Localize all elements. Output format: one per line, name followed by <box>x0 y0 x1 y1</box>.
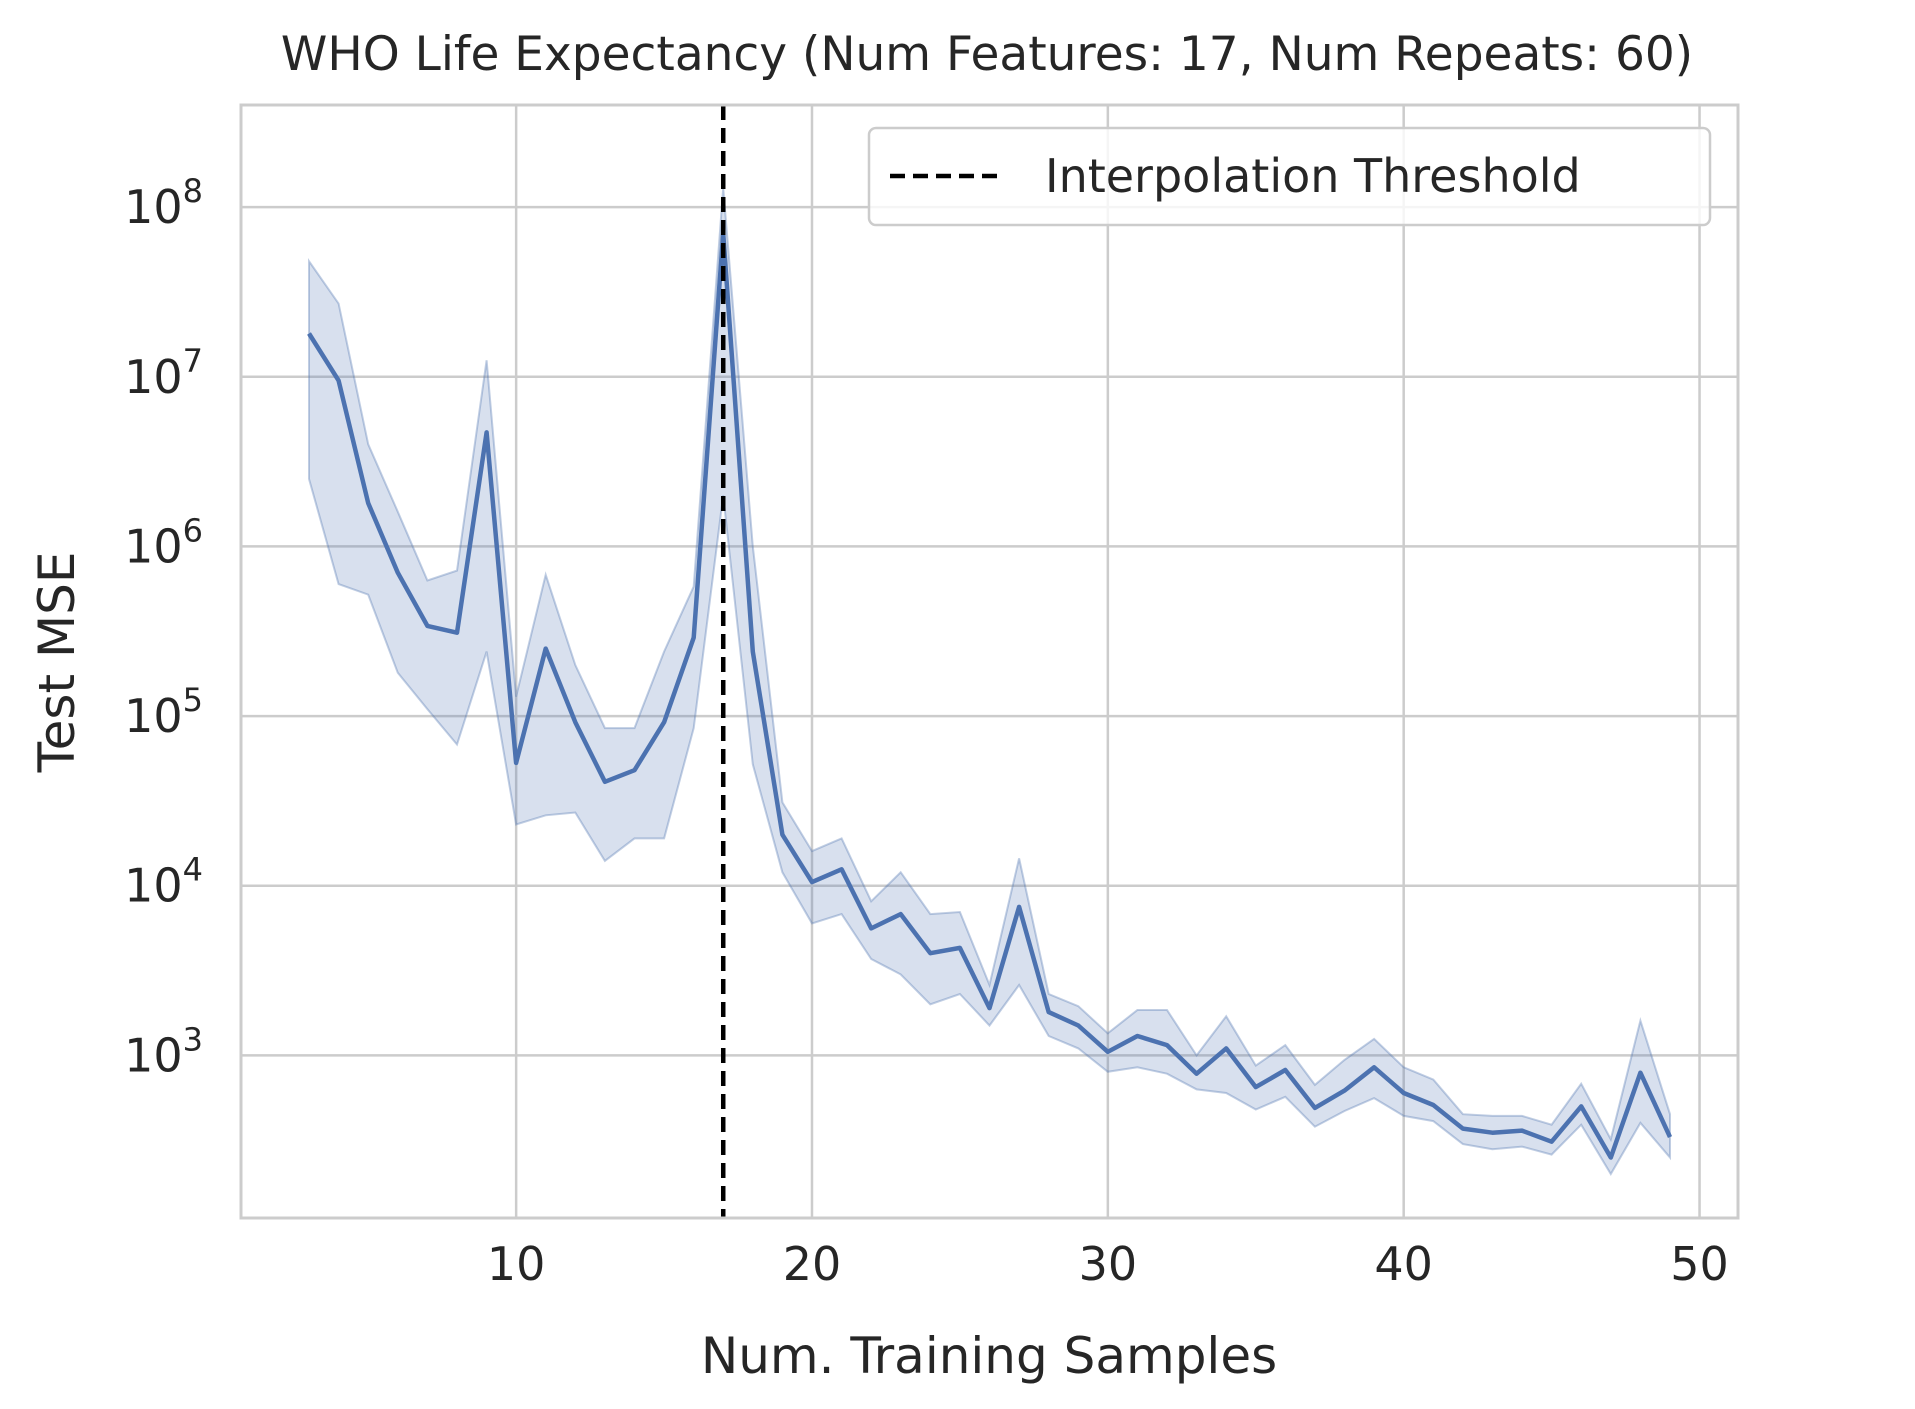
x-tick-label: 40 <box>1374 1237 1433 1291</box>
confidence-band <box>308 187 1671 1176</box>
y-tick-label: 107 <box>124 342 203 404</box>
x-tick-label: 50 <box>1670 1237 1729 1291</box>
y-tick-label: 106 <box>124 511 203 573</box>
y-tick-labels: 103 104 105 106 107 108 <box>124 172 203 1082</box>
x-tick-label: 30 <box>1079 1237 1138 1291</box>
y-tick-label: 108 <box>124 172 203 234</box>
x-tick-labels: 10 20 30 40 50 <box>487 1237 1729 1291</box>
chart-title: WHO Life Expectancy (Num Features: 17, N… <box>281 27 1693 82</box>
legend: Interpolation Threshold <box>867 126 1712 227</box>
plot-background <box>241 105 1738 1218</box>
plot-area: 10 20 30 40 50 103 104 105 106 107 108 <box>124 103 1740 1291</box>
y-axis-label: Test MSE <box>28 552 86 774</box>
x-axis-label: Num. Training Samples <box>701 1327 1277 1385</box>
plot-frame <box>239 103 1740 1220</box>
y-tick-label: 103 <box>124 1020 203 1082</box>
y-tick-label: 105 <box>124 681 203 743</box>
x-tick-label: 20 <box>783 1237 842 1291</box>
mean-line <box>307 231 1673 1160</box>
legend-box <box>867 126 1712 227</box>
y-tick-label: 104 <box>124 851 203 913</box>
x-gridlines <box>514 105 1701 1218</box>
x-tick-label: 10 <box>487 1237 546 1291</box>
legend-label-threshold: Interpolation Threshold <box>1045 149 1581 203</box>
